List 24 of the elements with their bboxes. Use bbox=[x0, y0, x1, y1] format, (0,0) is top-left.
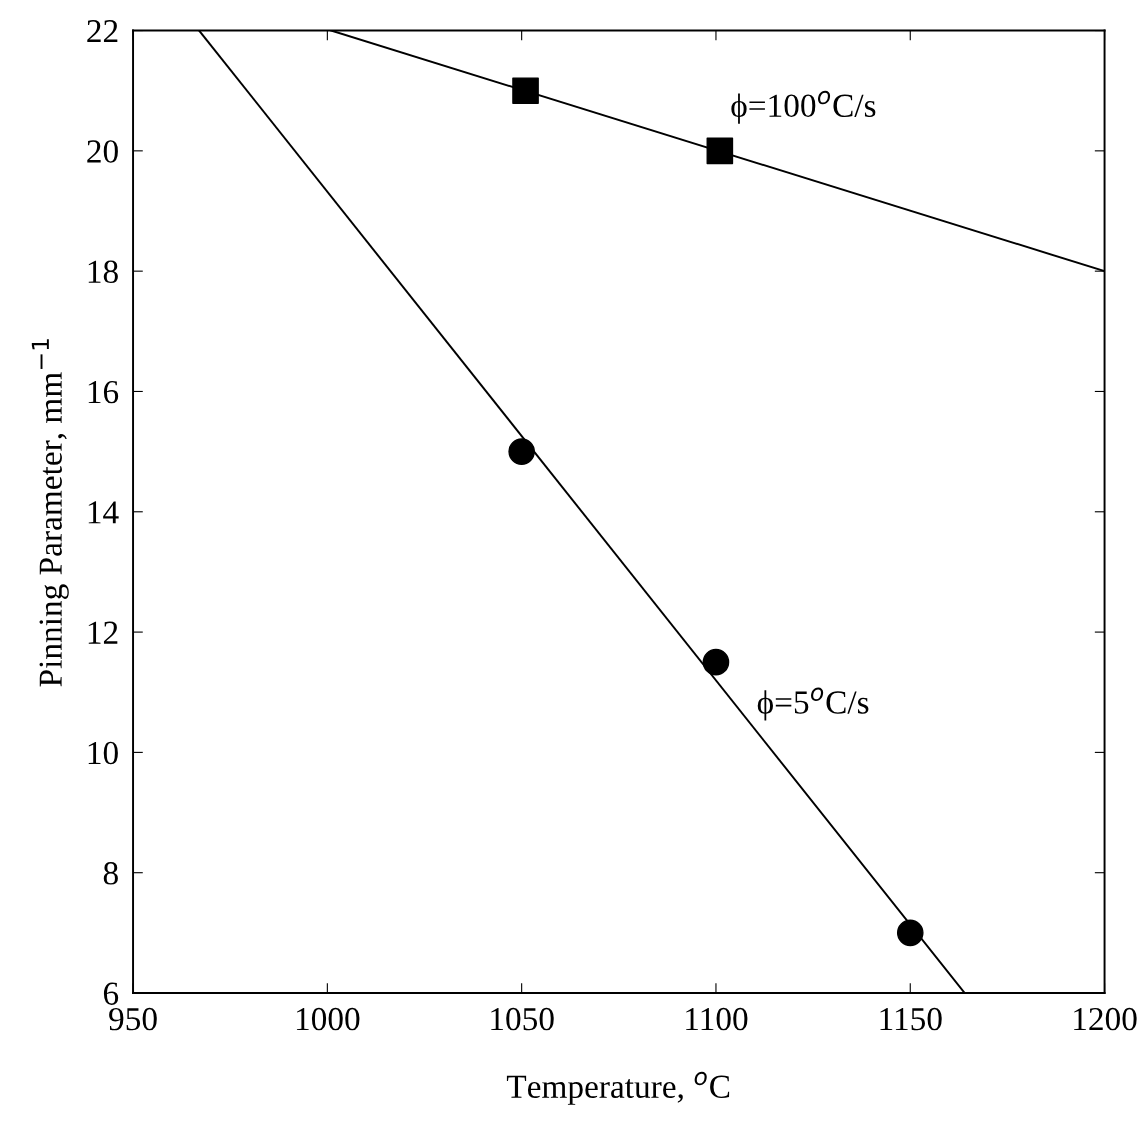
x-tick-label: 1150 bbox=[880, 1007, 942, 1031]
y-tick-label: 18 bbox=[88, 260, 118, 284]
y-tick-label: 20 bbox=[87, 140, 118, 163]
y-tick-label: 10 bbox=[88, 741, 118, 765]
x-tick-label: 950 bbox=[109, 1007, 157, 1031]
x-axis-title: Temperature, $^{o}$C bbox=[506, 1071, 730, 1105]
x-tick-label: 1050 bbox=[491, 1007, 554, 1031]
point bbox=[512, 77, 539, 105]
annotation: ϕ=5$^{o}$C/s bbox=[757, 687, 869, 721]
point bbox=[702, 648, 730, 676]
y-tick-label: 16 bbox=[88, 380, 119, 404]
y-tick-label: 8 bbox=[103, 862, 118, 885]
y-tick-label: 22 bbox=[87, 20, 118, 43]
x-tick-label: 1100 bbox=[686, 1007, 748, 1031]
y-tick-label: 12 bbox=[88, 621, 118, 644]
point bbox=[706, 137, 734, 165]
y-tick-label: 14 bbox=[88, 501, 119, 524]
point bbox=[896, 919, 924, 947]
x-tick-label: 1200 bbox=[1074, 1007, 1137, 1031]
y-axis-title: Pinning Parameter, mm$^{−1}$ bbox=[31, 339, 69, 687]
x-tick-label: 1000 bbox=[296, 1007, 360, 1031]
annotation: ϕ=100$^{o}$C/s bbox=[731, 90, 876, 124]
y-tick-label: 6 bbox=[103, 982, 119, 1005]
point bbox=[508, 438, 535, 465]
